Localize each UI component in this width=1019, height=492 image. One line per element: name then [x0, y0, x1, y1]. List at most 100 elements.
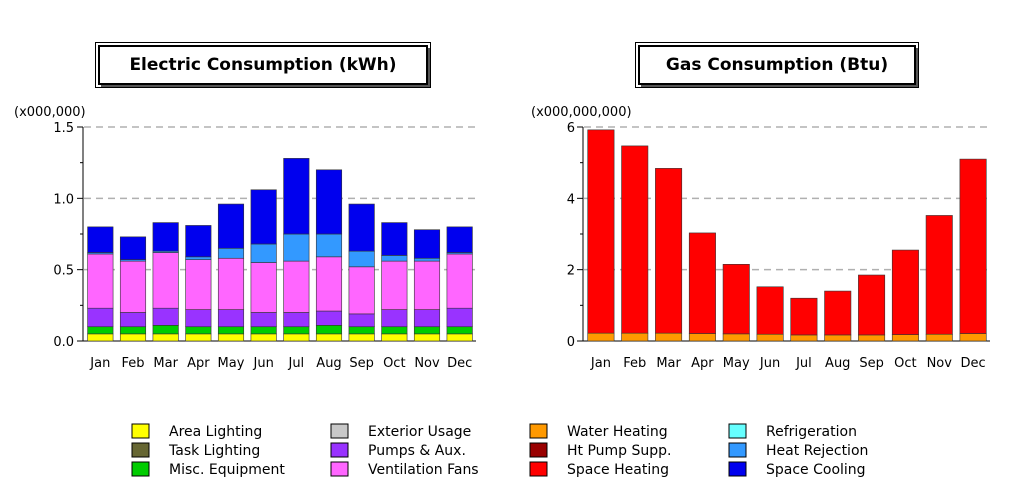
- electric-bar-segment: [413, 260, 441, 310]
- electric-bar-segment: [446, 333, 473, 342]
- legend-swatch-misc-equipment: [131, 461, 150, 477]
- electric-bar-segment: [87, 253, 114, 309]
- legend-swatch-space-heating: [529, 461, 548, 477]
- gas-x-tick-label: Sep: [859, 356, 884, 371]
- gas-x-tick-label: May: [723, 356, 750, 371]
- electric-y-axis-label: (x000,000): [14, 105, 86, 120]
- electric-bar-segment: [217, 326, 245, 335]
- legend-label-pumps-aux: Pumps & Aux.: [368, 443, 466, 459]
- legend-swatch-exterior-usage: [330, 423, 349, 439]
- electric-bar-segment: [87, 326, 114, 335]
- legend-swatch-ht-pump-supp: [529, 442, 548, 458]
- gas-bar-segment: [824, 290, 852, 336]
- gas-bar-segment: [688, 232, 716, 334]
- legend-label-heat-rejection: Heat Rejection: [766, 443, 868, 459]
- legend-label-misc-equipment: Misc. Equipment: [169, 462, 285, 478]
- gas-x-tick-label: Feb: [623, 356, 646, 371]
- gas-chart-title: Gas Consumption (Btu): [635, 42, 919, 88]
- electric-bar-segment: [119, 260, 147, 313]
- electric-bar-segment: [348, 313, 375, 328]
- gas-y-tick-label: 4: [567, 192, 575, 207]
- electric-bar-segment: [119, 312, 147, 328]
- electric-bar-segment: [185, 309, 212, 328]
- gas-bar-segment: [858, 334, 886, 342]
- electric-bar-segment: [152, 325, 179, 335]
- gas-y-tick-label: 6: [567, 121, 575, 136]
- gas-x-tick-label: Dec: [961, 356, 986, 371]
- electric-bar-segment: [413, 229, 441, 259]
- legend: Area Lighting Task Lighting Misc. Equipmen…: [131, 423, 868, 478]
- legend-label-ht-pump-supp: Ht Pump Supp.: [567, 443, 672, 459]
- electric-bar-segment: [87, 333, 114, 342]
- gas-x-tick-label: Jul: [795, 356, 812, 371]
- gas-x-tick-label: Jun: [759, 356, 780, 371]
- gas-x-tick-label: Mar: [656, 356, 681, 371]
- gas-bar-segment: [688, 333, 716, 342]
- legend-label-space-heating: Space Heating: [567, 462, 669, 478]
- electric-bar-segment: [381, 326, 408, 335]
- electric-bar-segment: [348, 326, 375, 335]
- electric-bar-segment: [119, 326, 147, 335]
- electric-bar-segment: [152, 307, 179, 326]
- electric-bar-segment: [283, 260, 310, 313]
- electric-bar-segment: [446, 253, 473, 309]
- electric-bar-segment: [381, 255, 408, 262]
- electric-x-tick-label: Jun: [253, 356, 274, 371]
- legend-swatch-area-lighting: [131, 423, 150, 439]
- electric-bar-segment: [250, 262, 277, 313]
- electric-bar-segment: [381, 309, 408, 328]
- electric-bar-segment: [413, 257, 441, 262]
- electric-x-tick-label: Oct: [383, 356, 405, 371]
- electric-bar-segment: [185, 259, 212, 310]
- electric-bar-segment: [217, 247, 245, 259]
- electric-bar-segment: [413, 326, 441, 335]
- electric-x-tick-label: Jan: [89, 356, 110, 371]
- electric-bar-segment: [413, 333, 441, 342]
- electric-bar-segment: [381, 222, 408, 256]
- electric-bar-segment: [250, 312, 277, 328]
- electric-bar-segment: [283, 233, 310, 262]
- electric-bar-segment: [152, 333, 179, 342]
- gas-x-tick-label: Aug: [825, 356, 850, 371]
- electric-bar-segment: [250, 189, 277, 245]
- gas-bar-segment: [790, 297, 818, 336]
- electric-bar-segment: [185, 225, 212, 258]
- electric-bar-segment: [315, 325, 343, 335]
- gas-bar-segment: [790, 334, 818, 342]
- electric-x-tick-label: Feb: [121, 356, 144, 371]
- electric-bar-segment: [250, 333, 277, 342]
- gas-x-tick-label: Nov: [927, 356, 953, 371]
- gas-bar-segment: [655, 168, 683, 334]
- gas-bar-segment: [621, 332, 649, 342]
- gas-bar-segment: [655, 332, 683, 342]
- electric-bar-segment: [348, 266, 375, 315]
- legend-label-water-heating: Water Heating: [567, 424, 668, 440]
- legend-swatch-water-heating: [529, 423, 548, 439]
- gas-bar-segment: [621, 145, 649, 334]
- gas-x-tick-label: Oct: [894, 356, 916, 371]
- gas-bar-segment: [722, 264, 750, 335]
- electric-bar-segment: [381, 260, 408, 310]
- gas-bar-segment: [891, 334, 919, 342]
- electric-chart: (x000,000) 0.0 0.5 1.0 1.5 Jan Feb Mar Apr May Jun…: [14, 105, 476, 371]
- electric-bar-segment: [315, 333, 343, 342]
- electric-bar-segment: [283, 158, 310, 235]
- electric-bar-segment: [152, 222, 179, 252]
- electric-bar-segment: [283, 333, 310, 342]
- electric-bar-segment: [348, 333, 375, 342]
- electric-bar-segment: [152, 252, 179, 309]
- gas-bar-segment: [587, 129, 615, 334]
- electric-x-tick-label: May: [218, 356, 245, 371]
- electric-bar-segment: [283, 312, 310, 328]
- electric-bar-segment: [217, 333, 245, 342]
- gas-bar-segment: [925, 333, 953, 342]
- gas-bar-segment: [587, 332, 615, 342]
- electric-bar-segment: [87, 226, 114, 253]
- electric-bar-segment: [413, 309, 441, 328]
- legend-label-refrigeration: Refrigeration: [766, 424, 857, 440]
- legend-swatch-refrigeration: [728, 423, 747, 439]
- electric-bar-segment: [283, 326, 310, 335]
- electric-bar-segment: [185, 256, 212, 260]
- legend-swatch-pumps-aux: [330, 442, 349, 458]
